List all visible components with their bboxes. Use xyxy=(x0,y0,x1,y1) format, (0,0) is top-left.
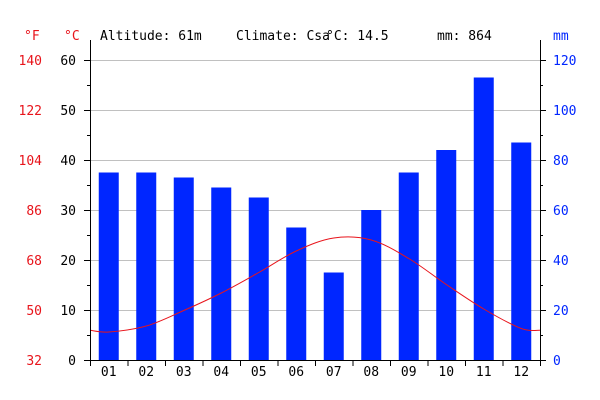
mm-tick-label: 120 xyxy=(553,54,576,69)
precipitation-bar-10 xyxy=(436,150,457,360)
fahrenheit-tick-label: 68 xyxy=(26,254,42,269)
fahrenheit-unit-label: °F xyxy=(24,29,40,44)
mm-unit-label: mm xyxy=(553,29,569,44)
celsius-tick-label: 20 xyxy=(60,254,76,269)
mm-tick-label: 80 xyxy=(553,154,569,169)
precipitation-bar-02 xyxy=(136,172,157,360)
precipitation-bar-12 xyxy=(511,142,532,360)
celsius-tick-label: 10 xyxy=(60,304,76,319)
precipitation-bar-03 xyxy=(173,177,194,360)
month-label-01: 01 xyxy=(101,365,117,380)
mm-tick-label: 40 xyxy=(553,254,569,269)
fahrenheit-tick-label: 50 xyxy=(26,304,42,319)
month-label-05: 05 xyxy=(251,365,267,380)
precipitation-bar-06 xyxy=(286,227,307,360)
fahrenheit-tick-label: 104 xyxy=(19,154,43,169)
mm-tick-label: 60 xyxy=(553,204,569,219)
month-label-07: 07 xyxy=(326,365,342,380)
temperature-line xyxy=(89,236,541,333)
precipitation-bar-01 xyxy=(98,172,119,360)
precipitation-bar-08 xyxy=(361,210,382,360)
precipitation-bar-09 xyxy=(398,172,419,360)
precipitation-bar-11 xyxy=(473,77,494,360)
month-label-02: 02 xyxy=(138,365,154,380)
month-label-09: 09 xyxy=(401,365,417,380)
fahrenheit-tick-label: 86 xyxy=(26,204,42,219)
fahrenheit-tick-label: 122 xyxy=(19,104,42,119)
celsius-tick-label: 50 xyxy=(60,104,76,119)
altitude-label: Altitude: 61m xyxy=(100,29,202,44)
month-label-06: 06 xyxy=(288,365,304,380)
month-label-10: 10 xyxy=(438,365,454,380)
celsius-tick-label: 60 xyxy=(60,54,76,69)
month-label-08: 08 xyxy=(363,365,379,380)
month-label-11: 11 xyxy=(476,365,492,380)
precipitation-bar-04 xyxy=(211,187,232,360)
celsius-tick-label: 40 xyxy=(60,154,76,169)
precipitation-bar-07 xyxy=(323,272,344,360)
avg-temp-label: °C: 14.5 xyxy=(326,29,389,44)
grid-lines xyxy=(90,60,540,311)
mm-tick-label: 0 xyxy=(553,354,561,369)
month-label-04: 04 xyxy=(213,365,229,380)
axes xyxy=(84,40,546,366)
month-label-12: 12 xyxy=(513,365,529,380)
celsius-tick-label: 30 xyxy=(60,204,76,219)
celsius-unit-label: °C xyxy=(64,29,80,44)
fahrenheit-tick-label: 32 xyxy=(26,354,42,369)
temperature-line-layer xyxy=(89,236,541,333)
month-label-03: 03 xyxy=(176,365,192,380)
mm-tick-label: 20 xyxy=(553,304,569,319)
precipitation-bars xyxy=(98,77,532,360)
precipitation-bar-05 xyxy=(248,197,269,360)
mm-tick-label: 100 xyxy=(553,104,576,119)
celsius-tick-label: 0 xyxy=(68,354,76,369)
climate-label: Climate: Csa xyxy=(236,29,330,44)
precip-total-label: mm: 864 xyxy=(437,29,492,44)
fahrenheit-tick-label: 140 xyxy=(19,54,42,69)
